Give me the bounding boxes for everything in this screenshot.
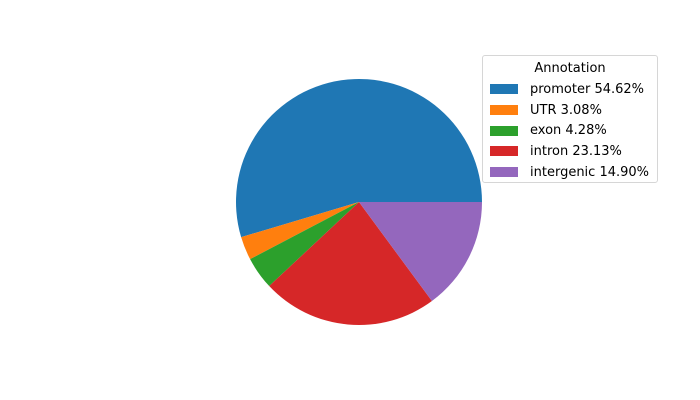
legend-item: UTR 3.08% — [483, 100, 657, 121]
legend-swatch — [490, 84, 518, 95]
legend-item: intergenic 14.90% — [483, 162, 657, 183]
legend-title: Annotation — [534, 61, 606, 76]
pie-slice-intergenic — [359, 202, 482, 302]
legend-item: intron 23.13% — [483, 141, 657, 162]
legend-swatch — [490, 125, 518, 136]
legend-swatch — [490, 167, 518, 178]
legend-label: intergenic 14.90% — [530, 164, 650, 180]
legend-item: exon 4.28% — [483, 120, 657, 141]
legend: Annotation promoter 54.62% UTR 3.08% exon … — [482, 55, 658, 183]
legend-label: exon 4.28% — [530, 123, 607, 139]
pie-slice-promoter — [235, 78, 482, 238]
legend-swatch — [490, 105, 518, 116]
legend-label: UTR 3.08% — [530, 102, 602, 118]
legend-item: promoter 54.62% — [483, 79, 657, 100]
pie-slice-exon — [250, 202, 359, 287]
pie-slice-intron — [269, 202, 432, 325]
legend-swatch — [490, 146, 518, 157]
legend-label: promoter 54.62% — [530, 81, 645, 97]
legend-label: intron 23.13% — [530, 143, 622, 159]
pie-slice-utr — [241, 202, 359, 260]
